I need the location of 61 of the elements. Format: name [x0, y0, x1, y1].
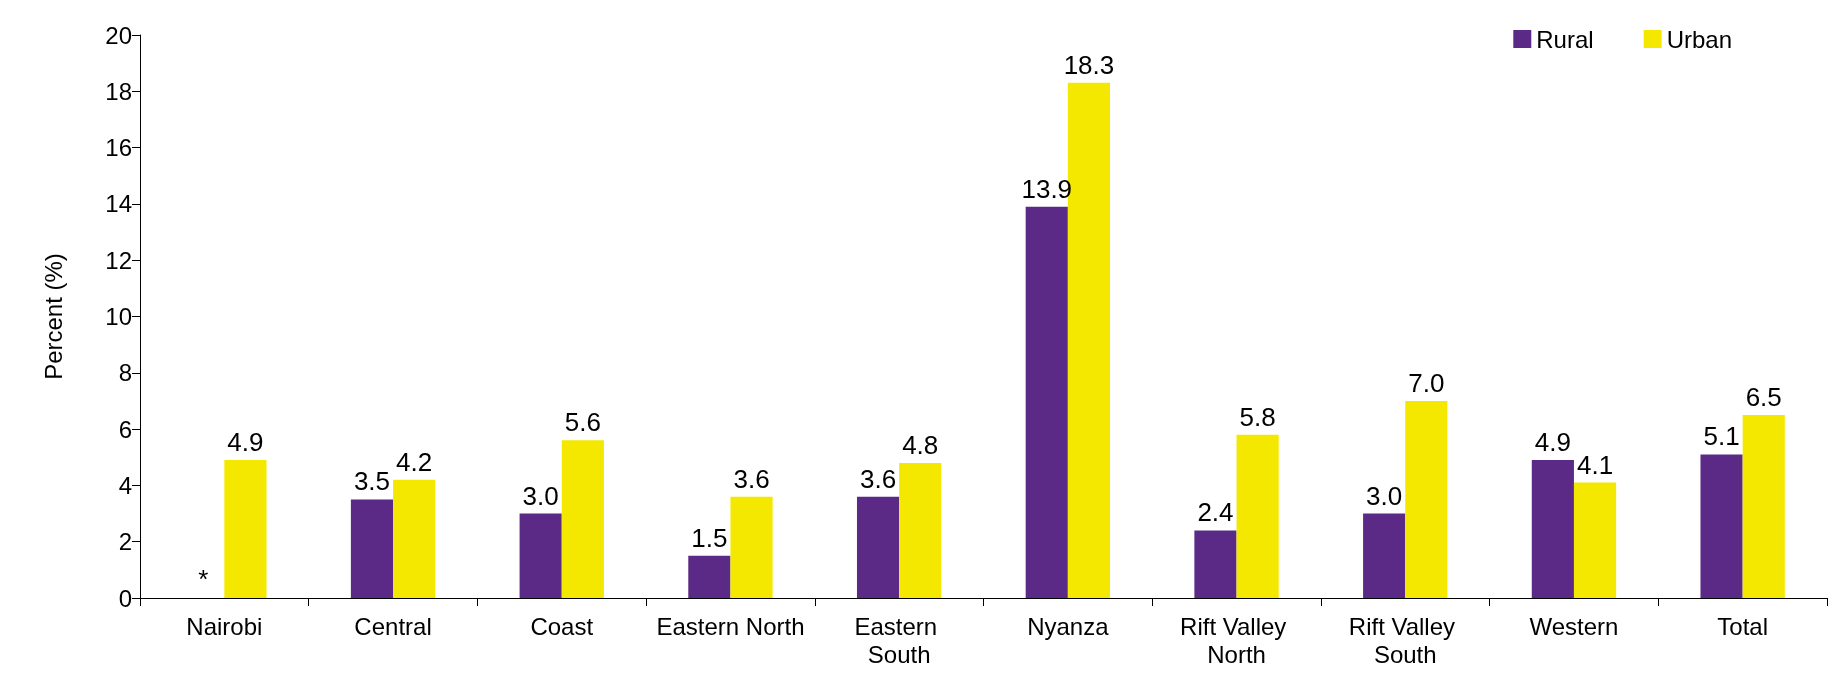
data-label: 3.0: [522, 480, 559, 511]
data-label: 3.6: [733, 463, 770, 494]
legend-label: Urban: [1666, 25, 1733, 53]
data-label: 4.2: [396, 446, 433, 477]
y-tick-label: 4: [118, 471, 132, 499]
x-tick-label: Western: [1529, 612, 1619, 640]
y-tick-label: 2: [118, 528, 132, 556]
bar: [393, 479, 436, 598]
y-tick-label: 18: [105, 77, 132, 105]
data-label: 1.5: [691, 522, 728, 553]
data-label: 6.5: [1745, 382, 1782, 413]
y-axis-title: Percent (%): [39, 253, 67, 380]
x-tick-label: Nairobi: [186, 612, 263, 640]
y-tick-label: 16: [105, 134, 132, 162]
y-tick-label: 14: [105, 190, 132, 218]
data-label: 3.6: [859, 463, 897, 494]
x-tick-label: Central: [354, 612, 432, 640]
bar: [350, 499, 394, 598]
bar: [1700, 454, 1743, 598]
x-tick-label: Total: [1717, 612, 1768, 640]
bar: [899, 462, 942, 598]
bar: [224, 460, 267, 598]
bar: [1363, 513, 1406, 598]
y-tick-label: 12: [105, 246, 132, 274]
data-label: 5.6: [564, 407, 601, 438]
text: *: [198, 564, 209, 594]
x-tick-label: Coast: [530, 612, 594, 640]
x-tick-label: Rift Valley North: [1180, 612, 1294, 668]
bar: [1194, 530, 1237, 598]
bar: [1531, 460, 1574, 598]
bar: [688, 555, 731, 598]
data-label: 2.4: [1197, 497, 1234, 528]
x-tick-label: Rift Valley South: [1348, 612, 1462, 668]
data-label: 4.1: [1576, 449, 1614, 480]
legend-label: Rural: [1536, 25, 1594, 53]
data-label: 4.9: [227, 427, 264, 458]
data-label: 4.8: [902, 429, 939, 460]
data-label: 3.0: [1366, 480, 1403, 511]
bar: [561, 440, 604, 598]
data-label: 18.3: [1063, 49, 1115, 80]
data-label: 4.9: [1534, 427, 1571, 458]
bar: [1742, 415, 1785, 598]
x-tick-label: Eastern South: [854, 612, 944, 668]
x-tick-label: Eastern North: [656, 612, 805, 640]
bar: [856, 496, 900, 598]
x-tick-label: Nyanza: [1027, 612, 1110, 640]
bar: [1025, 206, 1068, 598]
y-tick-label: 6: [118, 415, 132, 443]
data-label: 3.5: [353, 466, 391, 497]
data-label: 5.8: [1239, 401, 1276, 432]
data-label: 5.1: [1703, 421, 1740, 452]
y-tick-label: 20: [105, 21, 132, 49]
bar: [730, 496, 773, 598]
y-tick-label: 0: [118, 584, 132, 612]
bar: [519, 513, 562, 598]
bar: [1405, 400, 1448, 598]
bar: [1236, 434, 1279, 598]
bar: [1573, 482, 1617, 598]
y-tick-label: 8: [118, 359, 132, 387]
data-label: 7.0: [1408, 367, 1445, 398]
y-tick-label: 10: [105, 303, 132, 330]
